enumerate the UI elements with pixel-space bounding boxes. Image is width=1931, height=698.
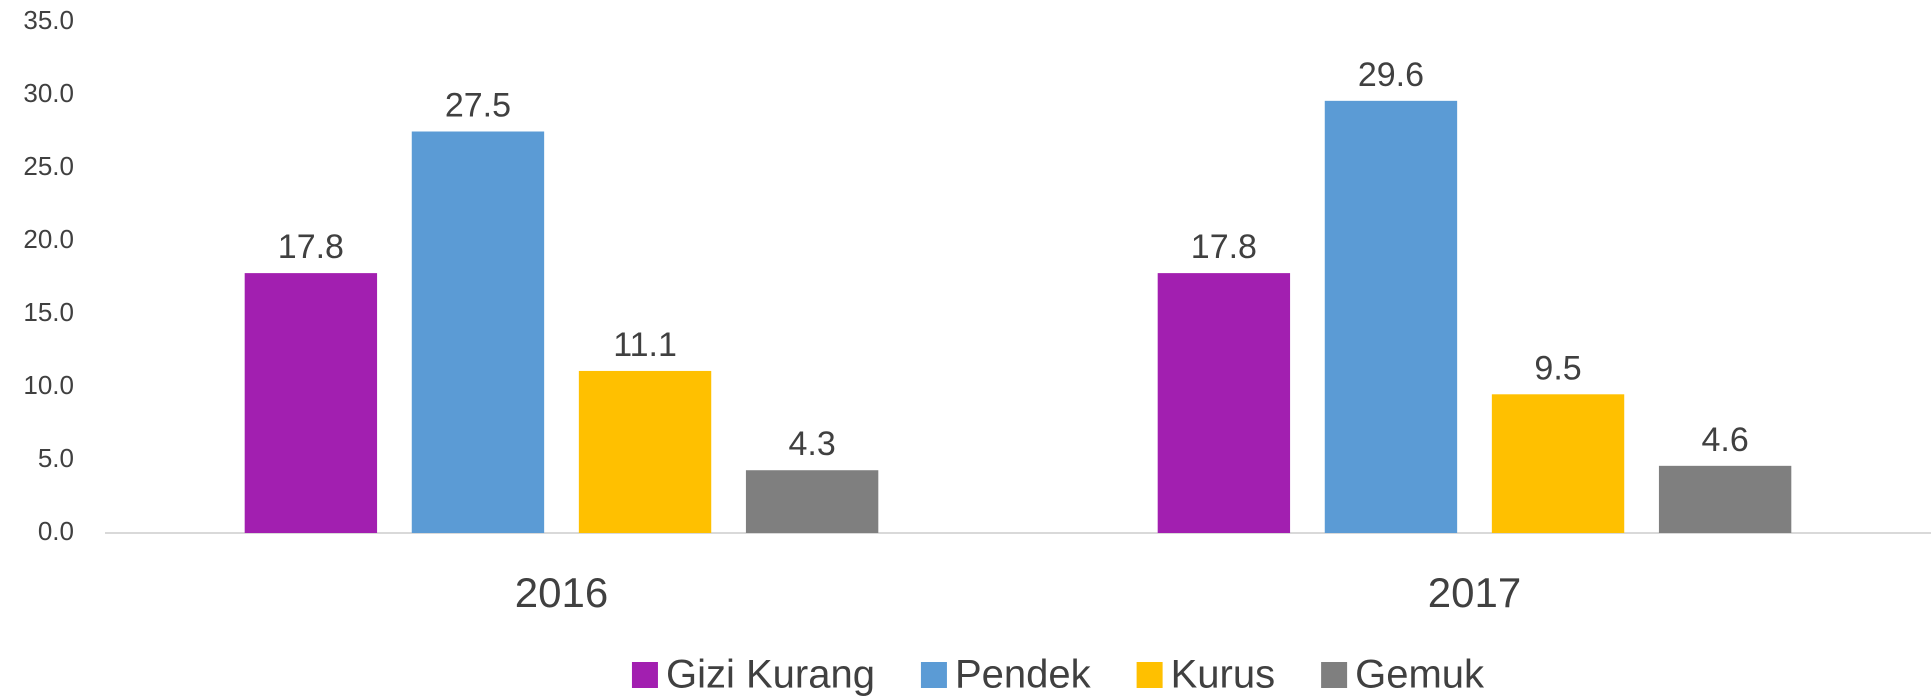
y-tick-label: 30.0 [23, 78, 74, 108]
data-label: 4.3 [788, 425, 835, 463]
legend-swatch [920, 662, 947, 688]
y-tick-label: 35.0 [23, 5, 74, 35]
bar [745, 470, 879, 533]
legend-swatch [1136, 662, 1163, 688]
data-label: 17.8 [1191, 228, 1257, 266]
legend-swatch [1321, 662, 1348, 688]
y-tick-label: 15.0 [23, 297, 74, 327]
x-tick-label: 2016 [515, 569, 608, 616]
y-tick-label: 0.0 [38, 516, 74, 546]
y-tick-label: 20.0 [23, 224, 74, 254]
bar [578, 370, 712, 533]
data-label: 9.5 [1534, 349, 1581, 387]
legend-label: Pendek [955, 653, 1092, 697]
legend-label: Gemuk [1355, 653, 1485, 697]
bar [244, 273, 378, 533]
data-label: 4.6 [1701, 421, 1748, 459]
data-label: 11.1 [613, 326, 677, 364]
legend-label: Gizi Kurang [666, 653, 875, 697]
x-tick-label: 2017 [1428, 569, 1521, 616]
data-label: 27.5 [445, 86, 511, 124]
data-label: 29.6 [1358, 56, 1424, 94]
data-label: 17.8 [278, 228, 344, 266]
bar [1324, 100, 1458, 533]
bar [411, 131, 545, 533]
bar [1658, 465, 1792, 533]
y-tick-label: 10.0 [23, 370, 74, 400]
legend-swatch [631, 662, 658, 688]
legend-label: Kurus [1171, 653, 1276, 697]
bar [1157, 273, 1291, 533]
y-tick-label: 5.0 [38, 443, 74, 473]
bar [1491, 394, 1625, 533]
y-tick-label: 25.0 [23, 151, 74, 181]
